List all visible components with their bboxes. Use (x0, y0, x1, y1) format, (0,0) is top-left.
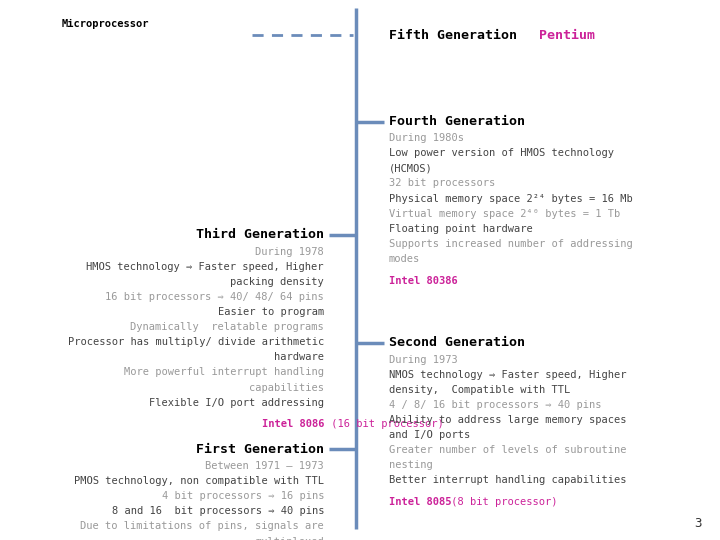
Text: During 1978: During 1978 (256, 247, 324, 256)
Text: Intel 8086: Intel 8086 (261, 420, 324, 429)
Text: Second Generation: Second Generation (389, 336, 525, 349)
Text: Fourth Generation: Fourth Generation (389, 115, 525, 128)
Text: (HCMOS): (HCMOS) (389, 164, 433, 173)
Text: 4 / 8/ 16 bit processors ⇒ 40 pins: 4 / 8/ 16 bit processors ⇒ 40 pins (389, 400, 601, 410)
Text: Ability to address large memory spaces: Ability to address large memory spaces (389, 415, 626, 425)
Text: Intel 80386: Intel 80386 (389, 276, 457, 286)
Text: capabilities: capabilities (249, 383, 324, 393)
Text: Easier to program: Easier to program (217, 307, 324, 317)
Text: First Generation: First Generation (196, 443, 324, 456)
Text: Due to limitations of pins, signals are: Due to limitations of pins, signals are (80, 522, 324, 531)
Text: Dynamically  relatable programs: Dynamically relatable programs (130, 322, 324, 332)
Text: hardware: hardware (274, 353, 324, 362)
Text: Greater number of levels of subroutine: Greater number of levels of subroutine (389, 446, 626, 455)
Text: PMOS technology, non compatible with TTL: PMOS technology, non compatible with TTL (74, 476, 324, 486)
Text: Low power version of HMOS technology: Low power version of HMOS technology (389, 148, 613, 158)
Text: Floating point hardware: Floating point hardware (389, 224, 533, 234)
Text: Better interrupt handling capabilities: Better interrupt handling capabilities (389, 476, 626, 485)
Text: 32 bit processors: 32 bit processors (389, 179, 495, 188)
Text: and I/O ports: and I/O ports (389, 430, 470, 440)
Text: During 1980s: During 1980s (389, 133, 464, 143)
Text: multiplexed: multiplexed (256, 537, 324, 540)
Text: Fifth Generation: Fifth Generation (389, 29, 533, 42)
Text: 4 bit processors ⇒ 16 pins: 4 bit processors ⇒ 16 pins (161, 491, 324, 501)
Text: NMOS technology ⇒ Faster speed, Higher: NMOS technology ⇒ Faster speed, Higher (389, 370, 626, 380)
Text: (8 bit processor): (8 bit processor) (445, 497, 557, 507)
Text: (16 bit processor): (16 bit processor) (325, 420, 444, 429)
Text: 3: 3 (695, 517, 702, 530)
Text: Supports increased number of addressing: Supports increased number of addressing (389, 239, 633, 249)
Text: During 1973: During 1973 (389, 355, 457, 365)
Text: nesting: nesting (389, 461, 433, 470)
Text: Intel 8085: Intel 8085 (389, 497, 451, 507)
Text: Flexible I/O port addressing: Flexible I/O port addressing (149, 398, 324, 408)
Text: 8 and 16  bit processors ⇒ 40 pins: 8 and 16 bit processors ⇒ 40 pins (112, 507, 324, 516)
Text: Physical memory space 2²⁴ bytes = 16 Mb: Physical memory space 2²⁴ bytes = 16 Mb (389, 194, 633, 204)
Text: 16 bit processors ⇒ 40/ 48/ 64 pins: 16 bit processors ⇒ 40/ 48/ 64 pins (105, 292, 324, 302)
Text: modes: modes (389, 254, 420, 264)
Text: Microprocessor: Microprocessor (61, 19, 149, 29)
Text: Third Generation: Third Generation (196, 228, 324, 241)
Text: density,  Compatible with TTL: density, Compatible with TTL (389, 385, 570, 395)
Text: Pentium: Pentium (539, 29, 595, 42)
Text: HMOS technology ⇒ Faster speed, Higher: HMOS technology ⇒ Faster speed, Higher (86, 262, 324, 272)
Text: More powerful interrupt handling: More powerful interrupt handling (124, 368, 324, 377)
Text: Between 1971 – 1973: Between 1971 – 1973 (205, 461, 324, 471)
Text: Processor has multiply/ divide arithmetic: Processor has multiply/ divide arithmeti… (68, 338, 324, 347)
Text: packing density: packing density (230, 277, 324, 287)
Text: Virtual memory space 2⁴⁰ bytes = 1 Tb: Virtual memory space 2⁴⁰ bytes = 1 Tb (389, 209, 620, 219)
